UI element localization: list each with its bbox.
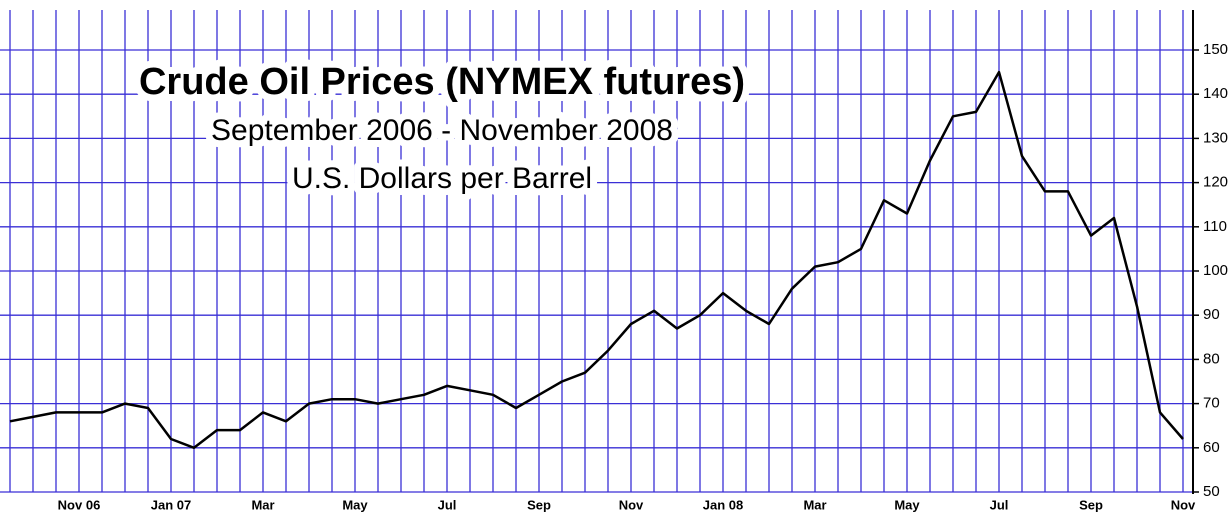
x-tick-label: Mar [251,497,274,512]
x-tick-label: Sep [1079,497,1103,512]
y-tick-label: 130 [1203,129,1228,146]
y-tick-label: 120 [1203,174,1228,191]
x-tick-label: Jul [990,497,1009,512]
y-tick-label: 70 [1203,395,1220,412]
x-tick-label: Jan 08 [703,497,743,512]
chart-title: Crude Oil Prices (NYMEX futures) [139,61,745,103]
x-tick-label: Jul [438,497,457,512]
y-tick-label: 100 [1203,262,1228,279]
y-axis-label: U.S. Dollars per Barrel [292,162,592,195]
x-tick-label: Jan 07 [151,497,191,512]
y-tick-label: 90 [1203,306,1220,323]
chart-subtitle: September 2006 - November 2008 [211,114,673,147]
x-tick-label: Nov [1171,497,1196,512]
x-tick-label: Sep [527,497,551,512]
x-tick-label: Nov [619,497,644,512]
x-tick-label: Mar [803,497,826,512]
y-tick-label: 80 [1203,350,1220,367]
y-tick-label: 50 [1203,483,1220,500]
x-tick-label: May [894,497,920,512]
y-tick-label: 150 [1203,41,1228,58]
y-tick-label: 110 [1203,218,1227,235]
price-line [9,70,1184,450]
y-tick-label: 60 [1203,439,1220,456]
x-tick-label: Nov 06 [58,497,101,512]
y-tick-label: 140 [1203,85,1228,102]
x-tick-label: May [342,497,368,512]
